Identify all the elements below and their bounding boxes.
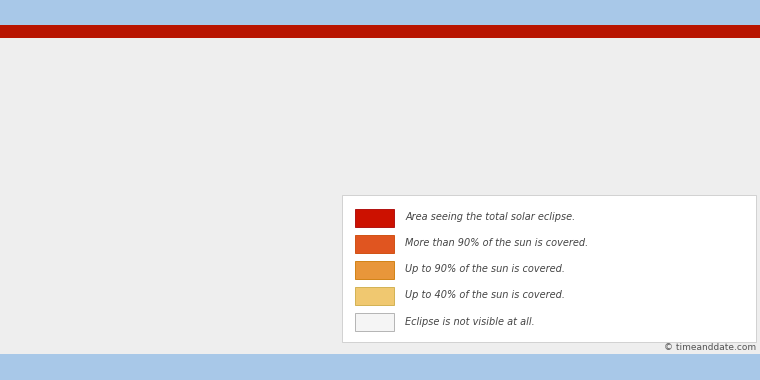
Text: Up to 40% of the sun is covered.: Up to 40% of the sun is covered. — [405, 290, 565, 300]
FancyBboxPatch shape — [355, 209, 394, 226]
Text: Area seeing the total solar eclipse.: Area seeing the total solar eclipse. — [405, 212, 575, 222]
Polygon shape — [245, 22, 494, 150]
Polygon shape — [278, 28, 405, 100]
Polygon shape — [269, 22, 448, 124]
FancyBboxPatch shape — [355, 314, 394, 331]
Polygon shape — [203, 0, 578, 182]
FancyBboxPatch shape — [355, 261, 394, 279]
FancyBboxPatch shape — [342, 195, 756, 342]
Text: More than 90% of the sun is covered.: More than 90% of the sun is covered. — [405, 238, 588, 248]
FancyBboxPatch shape — [355, 235, 394, 253]
FancyBboxPatch shape — [0, 26, 760, 354]
Text: © timeanddate.com: © timeanddate.com — [664, 343, 756, 352]
Polygon shape — [206, 29, 533, 183]
FancyBboxPatch shape — [0, 25, 760, 38]
FancyBboxPatch shape — [355, 287, 394, 305]
Text: Up to 90% of the sun is covered.: Up to 90% of the sun is covered. — [405, 264, 565, 274]
Text: Eclipse is not visible at all.: Eclipse is not visible at all. — [405, 317, 535, 326]
